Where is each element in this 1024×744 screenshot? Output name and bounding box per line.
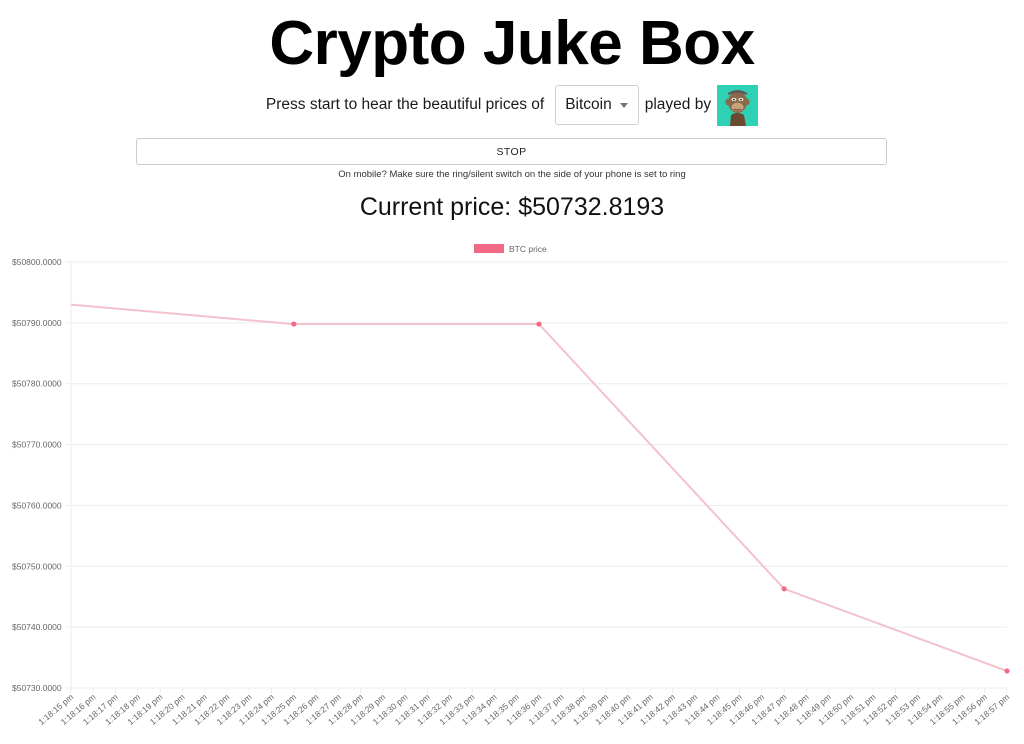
y-tick-label: $50730.0000: [12, 683, 62, 693]
current-price: Current price: $50732.8193: [359, 193, 665, 221]
coin-select-value: Bitcoin: [565, 96, 612, 113]
data-point: [1004, 668, 1010, 674]
data-point: [781, 586, 787, 592]
y-tick-label: $50770.0000: [12, 440, 62, 450]
caret-down-icon: [619, 102, 628, 108]
legend-swatch: [474, 244, 504, 253]
y-tick-label: $50740.0000: [12, 622, 62, 632]
y-tick-label: $50790.0000: [12, 318, 62, 328]
y-tick-label: $50800.0000: [12, 257, 62, 267]
avatar[interactable]: [717, 84, 759, 126]
data-point: [536, 321, 542, 327]
coin-picker-row: Press start to hear the beautiful prices…: [0, 84, 1024, 126]
stop-button[interactable]: STOP: [136, 138, 887, 165]
series-line-btc-price: [70, 303, 1008, 672]
y-tick-label: $50780.0000: [12, 379, 62, 389]
data-point: [291, 321, 297, 327]
page-title: Crypto Juke Box: [269, 9, 755, 78]
coin-select[interactable]: Bitcoin: [555, 85, 639, 125]
price-chart-svg: $50800.0000 $50790.0000 $50780.0000 $50770.…: [12, 244, 1011, 727]
price-chart: $50800.0000 $50790.0000 $50780.0000 $50770.…: [0, 232, 1024, 744]
legend-label: BTC price: [509, 244, 547, 254]
mobile-hint: On mobile? Make sure the ring/silent swi…: [338, 169, 686, 180]
played-by-text: played by: [644, 96, 712, 113]
prompt-text: Press start to hear the beautiful prices…: [265, 96, 545, 113]
bored-ape-avatar-icon: [717, 84, 759, 126]
y-tick-label: $50760.0000: [12, 500, 62, 510]
y-tick-label: $50750.0000: [12, 561, 62, 571]
